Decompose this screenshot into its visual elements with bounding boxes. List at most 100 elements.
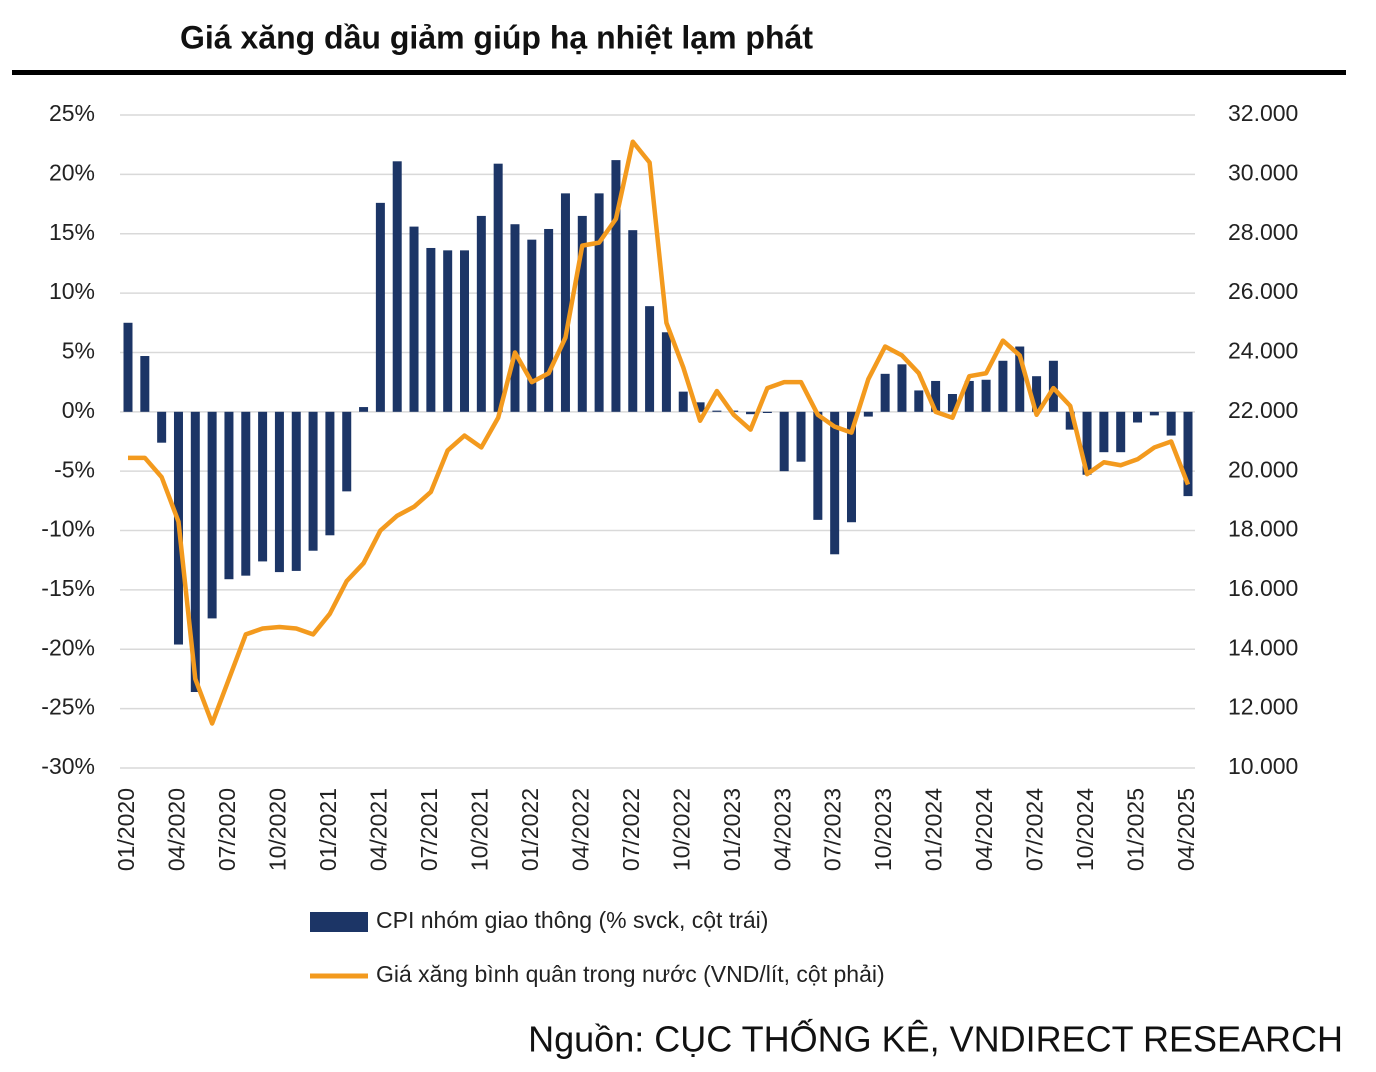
- x-tick-label: 07/2024: [1022, 788, 1048, 871]
- x-tick-label: 07/2022: [618, 788, 644, 871]
- title-rule: [12, 70, 1346, 75]
- bar: [661, 332, 671, 412]
- bar: [964, 380, 974, 412]
- bar: [426, 247, 436, 412]
- legend-label: Giá xăng bình quân trong nước (VND/lít, …: [376, 961, 885, 987]
- legend-label: CPI nhóm giao thông (% svck, cột trái): [376, 907, 768, 933]
- y-tick-label: 25%: [49, 100, 95, 126]
- bar: [375, 202, 385, 412]
- source-note: Nguồn: CỤC THỐNG KÊ, VNDIRECT RESEARCH: [528, 1018, 1343, 1060]
- bar: [897, 364, 907, 412]
- bar: [291, 411, 301, 571]
- bar: [140, 356, 150, 412]
- bar: [443, 250, 453, 412]
- bar: [678, 391, 688, 412]
- bar: [325, 411, 335, 536]
- y2-tick-label: 26.000: [1228, 278, 1298, 304]
- chart-title: Giá xăng dầu giảm giúp hạ nhiệt lạm phát: [180, 19, 813, 55]
- bar: [880, 373, 890, 412]
- bar: [931, 380, 941, 412]
- bar: [1116, 411, 1126, 453]
- x-tick-label: 01/2023: [719, 788, 745, 871]
- bar: [914, 390, 924, 412]
- bar: [190, 411, 200, 693]
- bar: [695, 402, 705, 412]
- x-tick-label: 10/2024: [1072, 788, 1098, 871]
- bar: [746, 411, 756, 415]
- y-tick-label: -10%: [41, 516, 95, 542]
- bar: [544, 228, 554, 412]
- bar: [510, 224, 520, 412]
- bar: [1183, 411, 1193, 497]
- y-tick-label: -5%: [54, 456, 95, 482]
- x-tick-label: 07/2023: [820, 788, 846, 871]
- x-tick-label: 07/2021: [416, 788, 442, 871]
- bar: [1133, 411, 1143, 423]
- y2-tick-label: 12.000: [1228, 694, 1298, 720]
- y-tick-label: 5%: [62, 338, 95, 364]
- x-tick-label: 04/2025: [1173, 788, 1199, 871]
- bar: [1099, 411, 1109, 453]
- bar: [712, 410, 722, 412]
- bar: [813, 411, 823, 520]
- bar: [796, 411, 806, 462]
- x-tick-label: 04/2021: [365, 788, 391, 871]
- bar: [947, 394, 957, 412]
- legend-swatch: [310, 912, 368, 932]
- bar: [1065, 411, 1075, 430]
- x-tick-label: 04/2024: [971, 788, 997, 871]
- bar: [846, 411, 856, 523]
- bar: [1082, 411, 1092, 475]
- bar: [577, 215, 587, 412]
- x-tick-label: 01/2022: [517, 788, 543, 871]
- y-tick-label: -15%: [41, 575, 95, 601]
- bar: [493, 163, 503, 412]
- y-tick-label: 20%: [49, 159, 95, 185]
- bar: [123, 322, 133, 412]
- y2-tick-label: 30.000: [1228, 159, 1298, 185]
- bar: [1032, 376, 1042, 412]
- bar: [1015, 346, 1025, 412]
- y2-tick-label: 28.000: [1228, 219, 1298, 245]
- bar: [460, 250, 470, 412]
- x-tick-label: 04/2022: [567, 788, 593, 871]
- y-tick-label: -25%: [41, 694, 95, 720]
- y-tick-label: 10%: [49, 278, 95, 304]
- y2-tick-label: 20.000: [1228, 456, 1298, 482]
- bar: [224, 411, 234, 580]
- bar: [762, 411, 772, 414]
- bar: [560, 193, 570, 412]
- bar: [392, 161, 402, 412]
- x-tick-label: 04/2020: [164, 788, 190, 871]
- bar: [998, 360, 1008, 412]
- y2-tick-label: 22.000: [1228, 397, 1298, 423]
- y-tick-label: 0%: [62, 397, 95, 423]
- bar: [594, 193, 604, 412]
- x-tick-label: 01/2024: [921, 788, 947, 871]
- y-tick-label: 15%: [49, 219, 95, 245]
- bar: [527, 239, 537, 412]
- x-tick-label: 10/2021: [466, 788, 492, 871]
- y2-tick-label: 16.000: [1228, 575, 1298, 601]
- x-tick-label: 01/2020: [113, 788, 139, 871]
- bar: [863, 411, 873, 417]
- bar: [628, 230, 638, 412]
- bar: [258, 411, 268, 562]
- bar: [1166, 411, 1176, 436]
- x-tick-label: 10/2022: [668, 788, 694, 871]
- x-tick-label: 07/2020: [214, 788, 240, 871]
- bar: [359, 407, 369, 412]
- bar: [157, 411, 167, 443]
- bar: [611, 160, 621, 412]
- line: [128, 139, 1191, 726]
- bar: [342, 411, 352, 492]
- y2-tick-label: 32.000: [1228, 100, 1298, 126]
- bar: [274, 411, 284, 573]
- bar: [476, 215, 486, 412]
- y2-tick-label: 10.000: [1228, 753, 1298, 779]
- bar: [1149, 411, 1159, 416]
- bar: [981, 379, 991, 412]
- bar: [645, 306, 655, 412]
- bar: [779, 411, 789, 472]
